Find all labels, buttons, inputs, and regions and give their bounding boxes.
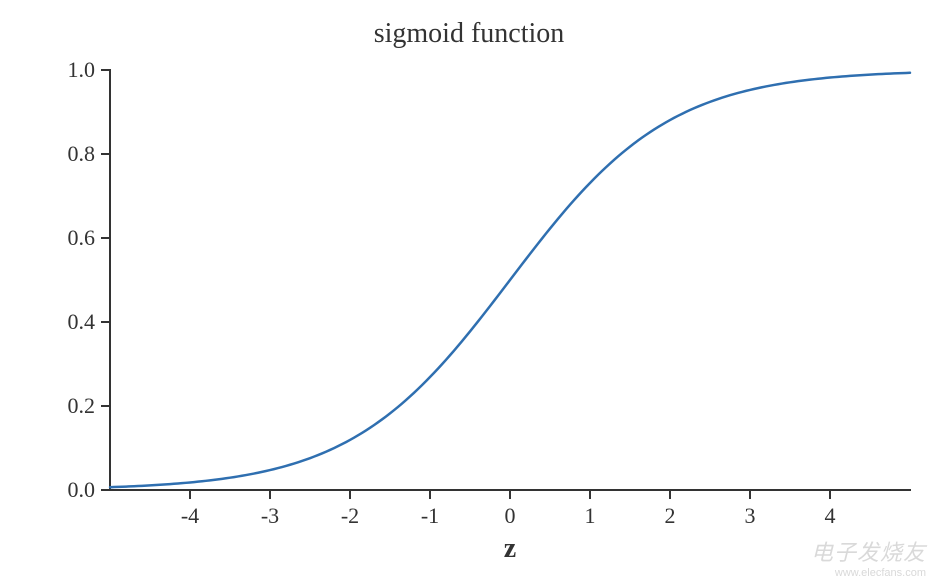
x-tick-label: -2 [341,503,359,529]
x-tick-label: 1 [585,503,596,529]
chart-title: sigmoid function [0,18,938,50]
y-tick-label: 0.4 [68,309,96,335]
chart-container: sigmoid function 0.0 0.2 0.4 0.6 0.8 1.0 -4 -3… [0,0,938,588]
y-tick-label: 0.0 [68,477,96,503]
x-axis-label: z [470,533,550,565]
y-tick-label: 0.6 [68,225,96,251]
x-tick-label: -1 [421,503,439,529]
x-tick-label: -3 [261,503,279,529]
x-tick-label: 0 [505,503,516,529]
y-tick-label: 1.0 [68,57,96,83]
x-tick-label: -4 [181,503,199,529]
x-tick-label: 3 [745,503,756,529]
x-tick-label: 4 [825,503,836,529]
y-tick-label: 0.8 [68,141,96,167]
x-tick-label: 2 [665,503,676,529]
sigmoid-chart-svg [0,0,938,588]
y-tick-label: 0.2 [68,393,96,419]
